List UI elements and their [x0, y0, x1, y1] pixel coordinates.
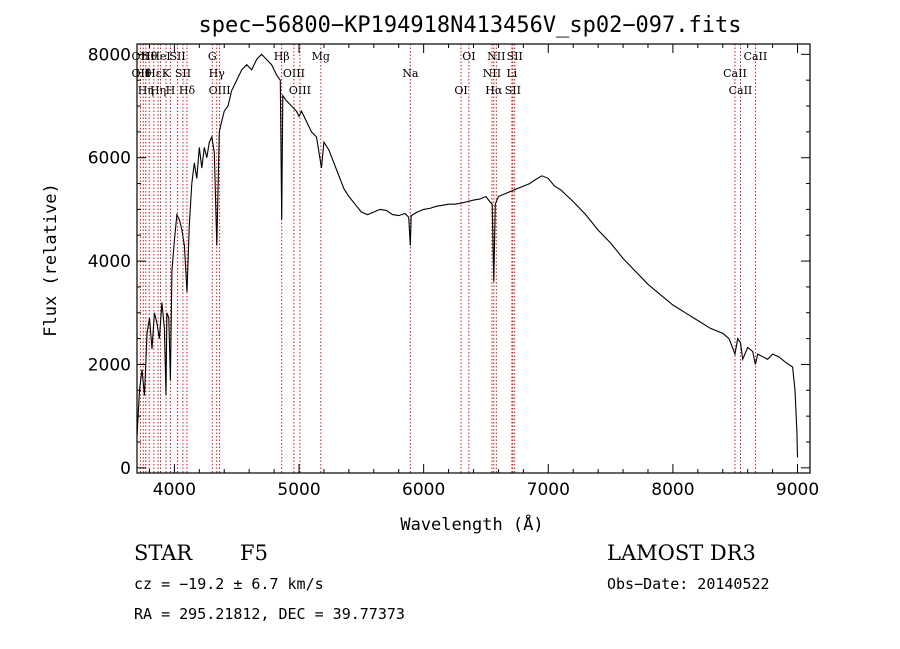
marker-label: SII: [507, 50, 523, 63]
spectrum-line: [136, 53, 799, 458]
marker-label: NII: [487, 50, 505, 63]
marker-label: Hε: [146, 67, 162, 80]
x-tick-label: 5000: [277, 480, 320, 500]
marker-label: Hδ: [179, 84, 196, 97]
coordinates: RA = 295.21812, DEC = 39.77373: [134, 605, 405, 623]
plot-frame: [136, 43, 811, 474]
x-axis-label: Wavelength (Å): [400, 513, 543, 535]
marker-label: SII: [505, 84, 521, 97]
emission-line-markers: [139, 44, 756, 473]
marker-label: HeI: [150, 50, 170, 63]
marker-label: SII: [175, 67, 191, 80]
marker-label: Hη: [150, 84, 166, 97]
marker-label: Hγ: [209, 67, 226, 80]
marker-label: G: [208, 50, 217, 63]
y-tick-label: 8000: [88, 45, 131, 65]
redshift-velocity: cz = −19.2 ± 6.7 km/s: [134, 575, 324, 593]
marker-label: NII: [483, 67, 501, 80]
x-tick-label: 9000: [776, 480, 819, 500]
marker-label: OIII: [289, 84, 311, 97]
marker-label: Hη: [138, 84, 154, 97]
survey-name: LAMOST DR3: [607, 541, 756, 565]
marker-label: SII: [170, 50, 186, 63]
marker-label: CaII: [744, 50, 768, 63]
marker-label: Hβ: [274, 50, 290, 63]
y-axis-label: Flux (relative): [41, 183, 61, 337]
marker-label: OII: [132, 50, 150, 63]
y-tick-label: 0: [120, 459, 131, 479]
object-class: STAR: [134, 541, 193, 565]
marker-label: OI: [454, 84, 467, 97]
marker-label: Hα: [485, 84, 503, 97]
emission-line-labels: OIIOIIHθHηHθHεHηHeIKHSIISIIHδGHγOIIIHβOI…: [132, 50, 768, 97]
marker-label: CaII: [723, 67, 747, 80]
marker-label: CaII: [729, 84, 753, 97]
marker-label: Li: [506, 67, 517, 80]
marker-label: Hθ: [135, 67, 152, 80]
x-tick-label: 4000: [153, 480, 196, 500]
marker-label: OII: [132, 67, 150, 80]
y-axis: 0 2000 4000 6000 8000: [88, 45, 810, 479]
y-tick-label: 6000: [88, 149, 131, 169]
marker-label: Hθ: [141, 50, 158, 63]
marker-label: H: [166, 84, 176, 97]
chart-title: spec−56800−KP194918N413456V_sp02−097.fit…: [198, 13, 741, 38]
marker-label: K: [162, 67, 171, 80]
marker-label: OIII: [209, 84, 231, 97]
y-tick-label: 4000: [88, 252, 131, 272]
observation-date: Obs−Date: 20140522: [607, 575, 770, 593]
marker-label: OI: [462, 50, 475, 63]
x-tick-label: 8000: [651, 480, 694, 500]
marker-label: Na: [402, 67, 419, 80]
marker-label: Mg: [312, 50, 330, 63]
x-tick-label: 6000: [402, 480, 445, 500]
x-tick-label: 7000: [527, 480, 570, 500]
y-tick-label: 2000: [88, 355, 131, 375]
x-axis: 4000 5000 6000 7000 8000 9000: [148, 44, 819, 500]
object-subclass: F5: [240, 541, 268, 565]
marker-label: OIII: [283, 67, 305, 80]
